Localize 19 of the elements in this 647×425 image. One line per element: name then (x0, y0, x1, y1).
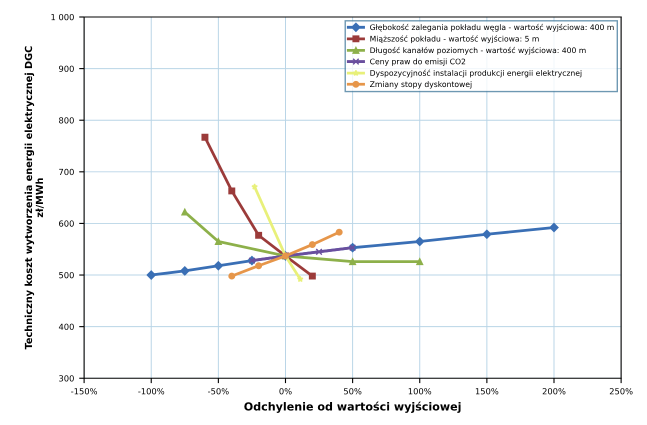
y-axis-title: Techniczny koszt wytworzenia energii elektrycznej DGC zł/MWh (24, 46, 44, 350)
y-tick-label: 600 (59, 220, 74, 227)
x-tick-label: -50% (208, 388, 229, 394)
x-tick-label: -100% (138, 388, 164, 394)
x-tick-label: 50% (344, 388, 362, 394)
x-axis-title: Odchylenie od wartości wyjściowej (244, 402, 461, 413)
y-tick-label: 800 (59, 117, 74, 124)
x-tick-label: 100% (408, 388, 432, 394)
x-tick-label: 0% (279, 388, 292, 394)
y-tick-label: 400 (58, 324, 74, 330)
x-tick-label: 250% (610, 388, 633, 394)
x-tick-label: 200% (542, 388, 566, 394)
y-tick-label: 900 (59, 66, 74, 72)
y-tick-label: 1 000 (51, 14, 74, 20)
x-tick-label: 150% (476, 388, 498, 394)
y-tick-label: 300 (59, 375, 74, 382)
y-tick-label: 700 (59, 168, 74, 176)
x-tick-label: -150% (71, 388, 98, 394)
y-tick-label: 500 (59, 272, 74, 278)
